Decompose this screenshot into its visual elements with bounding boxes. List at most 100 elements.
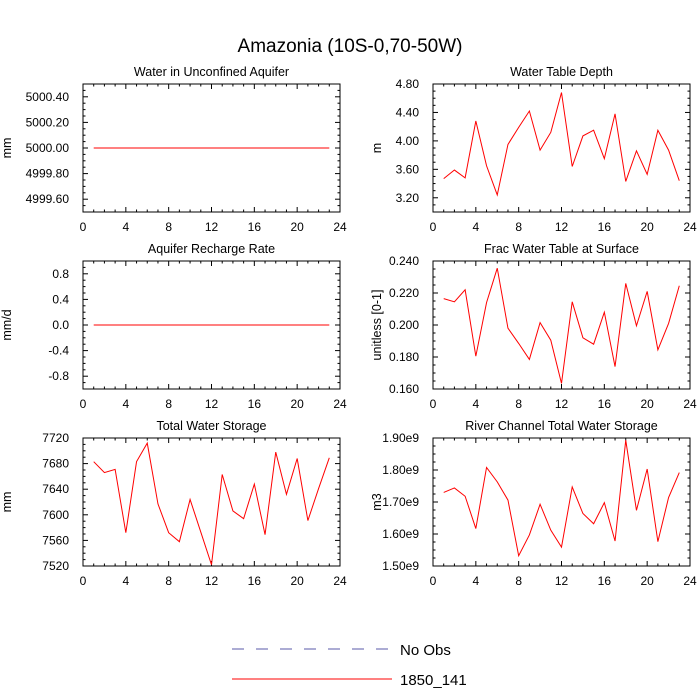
x-tick-label: 24 <box>333 397 347 411</box>
series-line <box>93 441 330 565</box>
y-tick-label: 4999.60 <box>26 192 70 206</box>
x-tick-label: 0 <box>430 220 437 234</box>
y-tick-label: 0.240 <box>389 254 419 268</box>
y-tick-label: 1.80e9 <box>382 463 419 477</box>
y-tick-label: 5000.00 <box>26 141 70 155</box>
x-tick-label: 8 <box>515 220 522 234</box>
y-tick-label: 7640 <box>42 482 69 496</box>
x-tick-label: 8 <box>165 397 172 411</box>
y-tick-label: 5000.20 <box>26 115 70 129</box>
x-tick-label: 4 <box>122 574 129 588</box>
x-tick-label: 12 <box>205 397 219 411</box>
y-tick-label: 0.160 <box>389 382 419 396</box>
plot-frame <box>82 437 341 567</box>
x-tick-label: 0 <box>430 574 437 588</box>
y-tick-label: 7680 <box>42 457 69 471</box>
y-tick-label: 0.220 <box>389 286 419 300</box>
x-tick-label: 20 <box>290 397 304 411</box>
y-axis-label: mm/d <box>0 309 14 340</box>
x-tick-label: 16 <box>248 574 262 588</box>
y-axis-label: mm <box>0 138 14 159</box>
panel-6: River Channel Total Water Storage 0 4 8 12 16… <box>370 419 697 588</box>
x-tick-label: 20 <box>640 220 654 234</box>
y-tick-label: 5000.40 <box>26 90 70 104</box>
y-tick-label: 0.200 <box>389 318 419 332</box>
y-tick-label: 0.8 <box>52 267 69 281</box>
y-tick-label: 4.40 <box>396 105 420 119</box>
y-tick-label: 1.90e9 <box>382 431 419 445</box>
y-tick-label: 7520 <box>42 559 69 573</box>
x-tick-label: 12 <box>205 574 219 588</box>
y-tick-label: 1.50e9 <box>382 559 419 573</box>
panel-2: Water Table Depth 0 4 8 12 16 20 24 3.20 3.60 4.00… <box>370 65 697 234</box>
panel-title: Total Water Storage <box>156 419 266 433</box>
y-tick-label: 3.60 <box>396 162 420 176</box>
y-tick-label: 4999.80 <box>26 167 70 181</box>
y-tick-label: 7600 <box>42 508 69 522</box>
panel-4: Frac Water Table at Surface 0 4 8 12 16 20 24 0.… <box>370 242 697 411</box>
y-tick-label: 4.00 <box>396 134 420 148</box>
x-tick-label: 8 <box>515 397 522 411</box>
legend: No Obs 1850_141 <box>232 642 467 689</box>
legend-label: 1850_141 <box>400 672 467 689</box>
y-tick-label: 0.180 <box>389 350 419 364</box>
series-line <box>443 440 680 558</box>
x-tick-label: 24 <box>333 574 347 588</box>
x-tick-label: 0 <box>430 397 437 411</box>
y-tick-label: 7560 <box>42 533 69 547</box>
x-tick-label: 4 <box>472 574 479 588</box>
x-tick-label: 8 <box>165 574 172 588</box>
x-tick-label: 16 <box>598 574 612 588</box>
plot-frame <box>432 83 691 213</box>
x-tick-label: 0 <box>80 397 87 411</box>
figure-title: Amazonia (10S-0,70-50W) <box>238 36 463 57</box>
x-tick-label: 12 <box>555 397 569 411</box>
plot-frame <box>432 260 691 390</box>
x-tick-label: 16 <box>598 220 612 234</box>
y-axis-label: unitless [0-1] <box>370 290 384 361</box>
x-tick-label: 20 <box>640 574 654 588</box>
y-axis-label: m <box>370 143 384 153</box>
y-axis-label: m3 <box>370 493 384 510</box>
x-tick-label: 12 <box>555 574 569 588</box>
y-tick-label: 0.0 <box>52 318 69 332</box>
x-tick-label: 24 <box>683 397 697 411</box>
x-tick-label: 8 <box>515 574 522 588</box>
panel-title: Aquifer Recharge Rate <box>148 242 275 256</box>
panel-3: Aquifer Recharge Rate 0 4 8 12 16 20 24 -0.8 -0.4… <box>0 242 347 411</box>
x-tick-label: 20 <box>290 574 304 588</box>
x-tick-label: 16 <box>248 397 262 411</box>
x-tick-label: 12 <box>555 220 569 234</box>
series-line <box>443 268 680 384</box>
x-tick-label: 24 <box>333 220 347 234</box>
series-line <box>443 92 680 197</box>
panel-title: Water in Unconfined Aquifer <box>134 65 289 79</box>
y-tick-label: 1.60e9 <box>382 527 419 541</box>
x-tick-label: 4 <box>122 220 129 234</box>
x-tick-label: 16 <box>248 220 262 234</box>
x-tick-label: 20 <box>290 220 304 234</box>
x-tick-label: 0 <box>80 574 87 588</box>
y-tick-label: 4.80 <box>396 77 420 91</box>
y-tick-label: 3.20 <box>396 191 420 205</box>
panel-5: Total Water Storage 0 4 8 12 16 20 24 7520 7560 76… <box>0 419 347 588</box>
x-tick-label: 4 <box>472 397 479 411</box>
panel-title: Frac Water Table at Surface <box>484 242 639 256</box>
panel-title: River Channel Total Water Storage <box>465 419 658 433</box>
x-tick-label: 8 <box>165 220 172 234</box>
panel-title: Water Table Depth <box>510 65 613 79</box>
x-tick-label: 0 <box>80 220 87 234</box>
y-tick-label: 1.70e9 <box>382 495 419 509</box>
x-tick-label: 20 <box>640 397 654 411</box>
x-tick-label: 4 <box>122 397 129 411</box>
x-tick-label: 24 <box>683 574 697 588</box>
y-axis-label: mm <box>0 492 14 513</box>
y-tick-label: 0.4 <box>52 292 69 306</box>
y-tick-label: -0.4 <box>48 344 69 358</box>
x-tick-label: 4 <box>472 220 479 234</box>
x-tick-label: 24 <box>683 220 697 234</box>
panel-1: Water in Unconfined Aquifer 0 4 8 12 16 20 24 49… <box>0 65 347 234</box>
y-tick-label: -0.8 <box>48 369 69 383</box>
legend-label: No Obs <box>400 642 451 659</box>
